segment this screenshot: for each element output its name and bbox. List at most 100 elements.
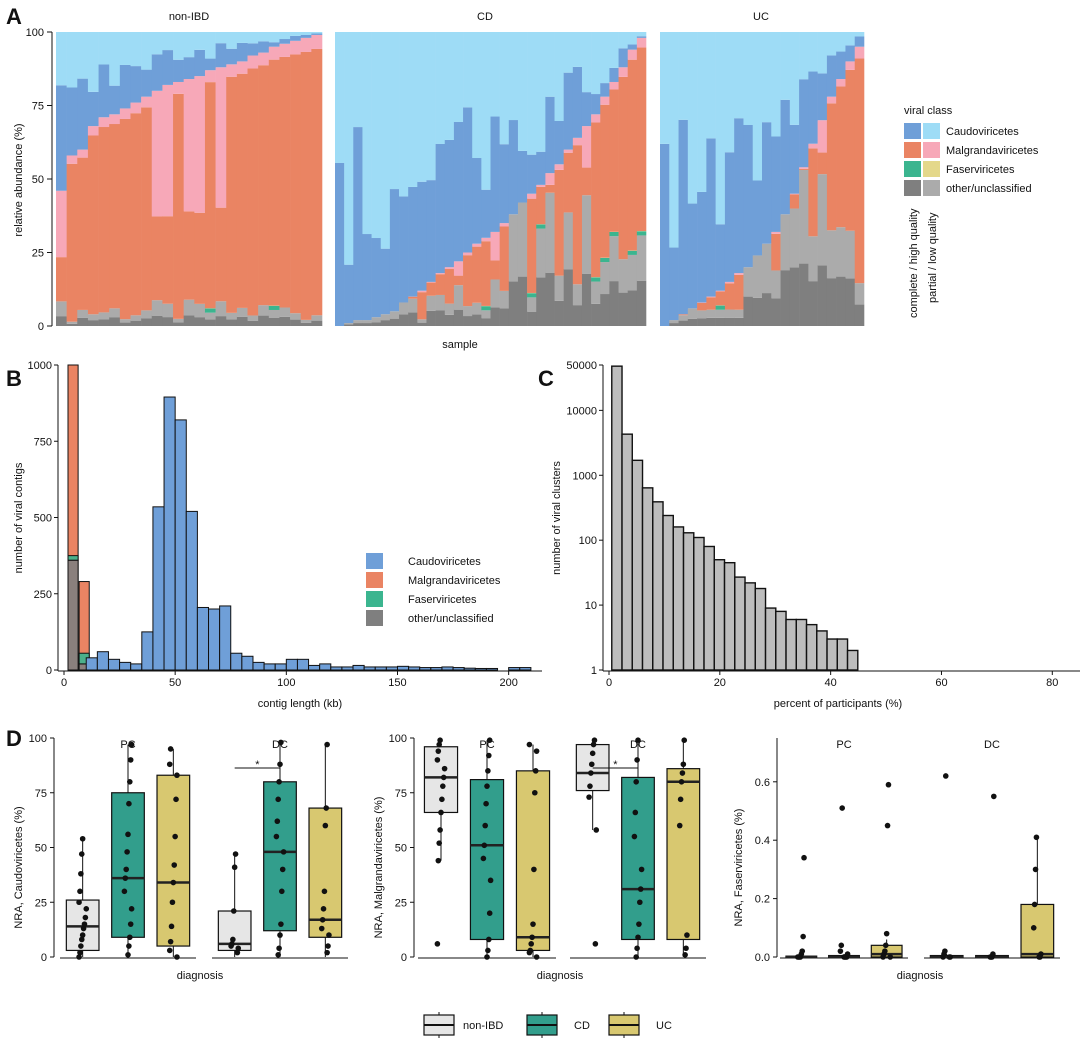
bar-a-malgr-hq [300,51,312,320]
point-d [79,932,86,938]
box-d [1020,903,1055,958]
bar-a-other-hq [119,322,131,326]
bar-a-malgr-hq [268,59,280,306]
bar-a-other-hq [389,318,400,326]
point-d [635,737,641,743]
point-d [1038,951,1044,957]
point-d [533,748,540,754]
bar-a-other-hq [527,311,537,326]
point-d [487,877,494,884]
bar-a-malgr-hq [678,314,689,316]
bar-a-caudo-hq [444,139,455,268]
bar-a-other-hq [472,314,482,326]
bar-a-caudo-lq [226,32,238,49]
bar-c [652,501,664,671]
bar-a-malgr-hq [173,93,184,319]
point-d [942,948,948,954]
bar-a-malgr-lq [771,231,781,234]
bar-a-malgr-lq [734,273,744,275]
bar-a-other-hq [311,320,323,326]
point-d [280,849,287,855]
point-d [588,761,595,768]
bar-a-caudo-hq [715,224,726,291]
bar-a-caudo-hq [194,49,206,77]
bar-a-malgr-hq [119,118,131,320]
bar-a-other-lq [344,323,354,325]
bar-a-other-hq [687,318,698,326]
bar-a-caudo-lq [77,32,89,79]
bar-c [764,607,777,671]
bar-a-other-hq [226,319,238,326]
point-d [800,933,806,940]
point-d [590,741,597,748]
bar-b-caudo [130,663,143,671]
bar-a-caudo-hq [66,87,78,156]
bar-a-caudo-hq [344,264,354,324]
bar-a-other-lq [554,275,564,301]
bar-a-other-hq [77,317,89,326]
bar-a-caudo-lq [408,32,418,187]
bar-a-caudo-lq [836,32,846,52]
bar-a-other-hq [636,280,647,326]
bar-a-other-hq [371,322,382,326]
bar-a-caudo-hq [300,34,312,38]
y-tick-label-b: 750 [34,436,52,448]
bar-a-other-lq [826,230,837,279]
bar-a-malgr-hq [236,73,248,308]
bar-a-caudo-lq [472,32,482,159]
y-tick-label-d: 50 [35,843,47,855]
bar-c [744,582,756,671]
point-d [887,954,894,960]
bar-b-caudo [363,666,376,671]
bar-a-malgr-hq [715,291,726,306]
point-d [837,948,844,954]
bar-a-caudo-hq [499,144,510,224]
bar-a-caudo-hq [371,238,382,318]
point-d [883,930,890,937]
bar-a-other-hq [697,318,707,326]
point-d [436,840,443,846]
point-d [588,770,594,776]
bar-a-caudo-hq [734,118,744,274]
bar-a-caudo-hq [743,124,754,268]
bar-a-caudo-lq [780,32,791,100]
bar-a-other-lq [77,309,89,318]
legend-a-title: viral class [904,105,953,117]
bar-a-caudo-lq [344,32,354,265]
bar-a-malgr-lq [845,61,856,70]
point-d [533,954,540,960]
bar-a-malgr-lq [215,67,227,208]
point-d [279,866,286,873]
bar-a-other-lq [162,303,174,318]
bar-a-malgr-lq [290,40,302,55]
legend-a-caudo: Caudoviricetes [946,126,1019,138]
bar-b-caudo [285,658,298,671]
y-tick-label-c: 50000 [566,360,597,372]
bar-a-malgr-hq [771,233,781,271]
point-d [1031,901,1038,908]
bar-b-caudo [185,510,198,671]
bar-a-malgr-lq [581,126,592,168]
box-d [156,774,191,947]
bar-a-caudo-hq [463,107,473,253]
bar-a-caudo-lq [618,32,629,49]
bar-a-other-lq [362,320,372,324]
bar-a-caudo-hq [678,119,689,315]
point-d [440,783,446,789]
bar-a-caudo-lq [66,32,78,88]
bar-b-caudo [152,506,165,671]
bar-a-malgr-lq [789,193,800,195]
legend-a-faser: Faserviricetes [946,164,1015,176]
bar-c [723,561,736,671]
bar-a-other-lq [151,300,163,316]
bar-a-other-hq [87,320,99,326]
bar-a-other-hq [789,267,800,326]
bar-b-caudo [441,666,454,671]
x-tick-label-c: 40 [825,677,837,689]
y-tick-label-c: 100 [579,535,597,547]
point-d [76,899,82,906]
bar-a-other-hq [490,307,500,326]
bar-a-other-hq [563,269,574,326]
bar-a-other-hq [724,317,735,326]
point-d [529,934,535,941]
